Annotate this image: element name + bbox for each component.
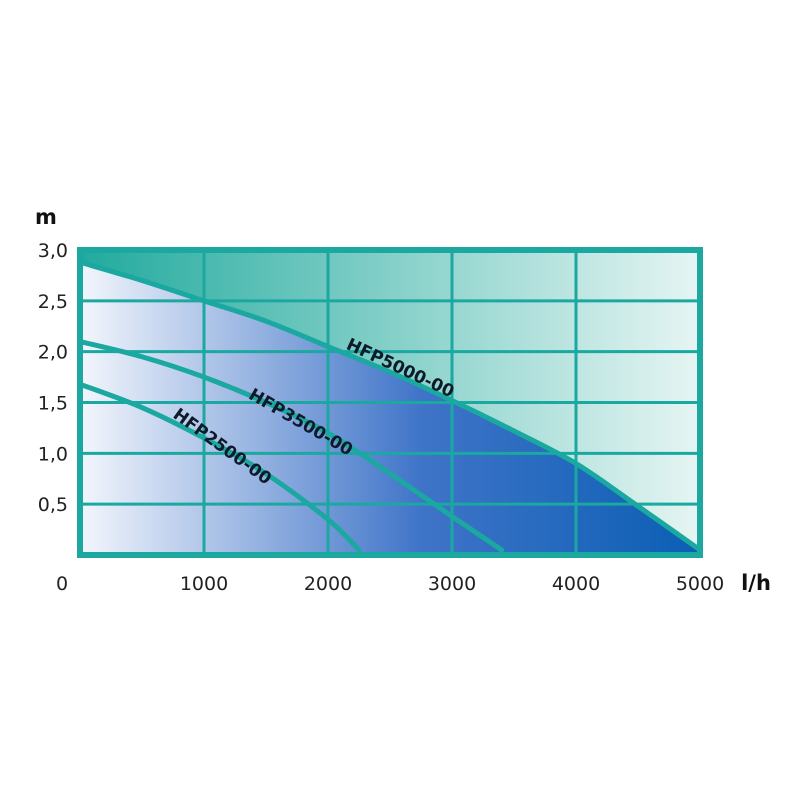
y-tick-label: 1,5 bbox=[38, 393, 68, 415]
y-tick-label: 1,0 bbox=[38, 443, 68, 465]
y-axis-ticks: 0,5 1,0 1,5 2,0 2,5 3,0 bbox=[38, 240, 68, 516]
y-tick-label: 0,5 bbox=[38, 494, 68, 516]
curve-hfp3500-00 bbox=[80, 339, 505, 553]
origin-label: 0 bbox=[56, 573, 68, 595]
x-tick-label: 2000 bbox=[304, 573, 352, 595]
y-tick-label: 2,5 bbox=[38, 291, 68, 313]
y-tick-label: 2,0 bbox=[38, 342, 68, 364]
x-tick-label: 1000 bbox=[180, 573, 228, 595]
x-tick-label: 5000 bbox=[676, 573, 724, 595]
y-axis-unit: m bbox=[35, 205, 57, 229]
x-axis-unit: l/h bbox=[741, 571, 771, 595]
x-tick-label: 3000 bbox=[428, 573, 476, 595]
curve-hfp5000-00 bbox=[80, 259, 700, 553]
x-tick-label: 4000 bbox=[552, 573, 600, 595]
x-axis-ticks: 1000 2000 3000 4000 5000 bbox=[180, 573, 724, 595]
curve-hfp2500-00 bbox=[80, 381, 362, 553]
operating-area-fill bbox=[80, 262, 700, 555]
plot-frame bbox=[77, 247, 703, 558]
curve-group bbox=[80, 259, 700, 553]
y-tick-label: 3,0 bbox=[38, 240, 68, 262]
grid-lines bbox=[80, 250, 700, 555]
